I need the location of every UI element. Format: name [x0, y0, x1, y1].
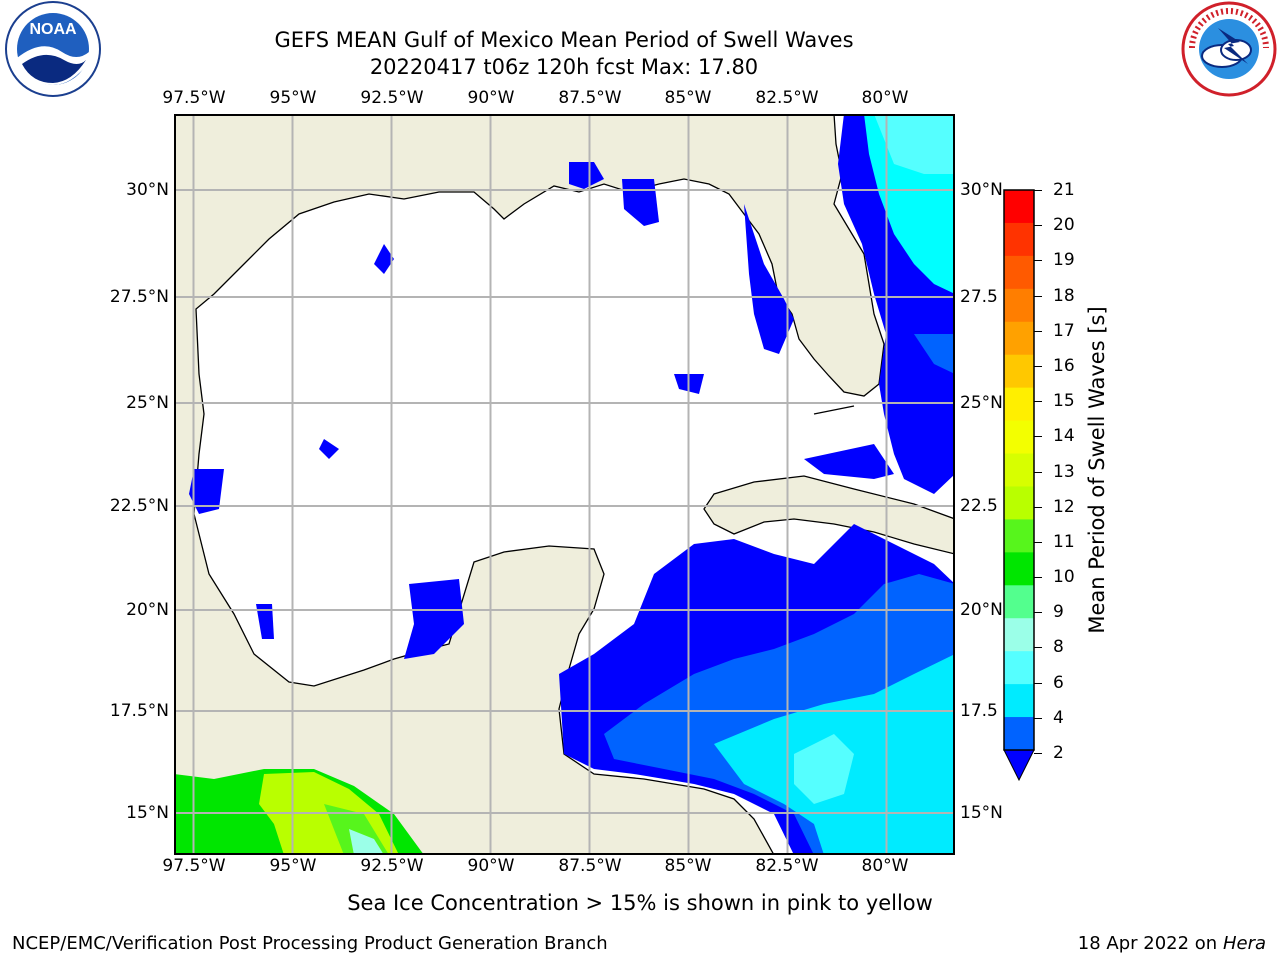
colorbar-segment: [1004, 552, 1034, 586]
colorbar-tick-label: 14: [1053, 426, 1075, 447]
colorbar-frame: [1003, 189, 1035, 751]
colorbar-tick-mark: [1034, 506, 1042, 508]
colorbar-tick-label: 19: [1053, 250, 1075, 271]
lat-label-left: 17.5°N: [109, 701, 169, 721]
colorbar-tick-mark: [1034, 647, 1042, 649]
lat-label-right: 20°N: [960, 600, 1003, 620]
sea-ice-caption: Sea Ice Concentration > 15% is shown in …: [347, 891, 933, 915]
lon-label-bottom: 97.5°W: [162, 856, 226, 876]
lon-label-top: 90°W: [467, 88, 515, 108]
lat-label-right: 30°N: [960, 180, 1003, 200]
colorbar-segment: [1004, 519, 1034, 553]
lat-label-left: 30°N: [126, 180, 169, 200]
lon-label-top: 80°W: [861, 88, 909, 108]
colorbar-segment: [1004, 585, 1034, 619]
lat-label-right: 27.5: [960, 287, 998, 307]
colorbar-segment: [1004, 420, 1034, 455]
colorbar-tick-mark: [1034, 190, 1042, 191]
colorbar-tick-mark: [1034, 682, 1042, 684]
colorbar-segment: [1004, 190, 1034, 224]
colorbar-tick-label: 12: [1053, 496, 1075, 517]
colorbar-tick-mark: [1034, 401, 1042, 403]
colorbar-tick-mark: [1034, 295, 1042, 297]
nws-logo: [1181, 1, 1277, 97]
colorbar-tick-mark: [1034, 225, 1042, 227]
lon-label-bottom: 90°W: [467, 856, 515, 876]
colorbar-label: Mean Period of Swell Waves [s]: [1085, 306, 1109, 634]
lon-label-bottom: 92.5°W: [360, 856, 424, 876]
colorbar-tick-label: 2: [1053, 743, 1064, 763]
colorbar-tick-label: 8: [1053, 637, 1064, 658]
lon-label-top: 82.5°W: [755, 88, 819, 108]
colorbar-tick-label: 16: [1053, 355, 1075, 376]
colorbar-segment: [1004, 684, 1034, 718]
colorbar-segment: [1004, 618, 1034, 652]
svg-text:NOAA: NOAA: [29, 21, 77, 38]
lat-label-left: 15°N: [126, 803, 169, 823]
colorbar-tick-label: 11: [1053, 531, 1075, 552]
colorbar-tick-label: 15: [1053, 391, 1075, 412]
colorbar-tick-mark: [1034, 436, 1042, 438]
lat-label-right: 17.5: [960, 701, 998, 721]
lon-label-top: 92.5°W: [360, 88, 424, 108]
colorbar-segment: [1004, 717, 1034, 751]
lat-label-left: 22.5°N: [109, 496, 169, 516]
map-subtitle: 20220417 t06z 120h fcst Max: 17.80: [369, 55, 759, 79]
colorbar-tick-mark: [1034, 612, 1042, 614]
swell-field: [174, 114, 955, 855]
footer-host: Hera: [1222, 933, 1266, 954]
colorbar-tick-mark: [1034, 577, 1042, 579]
map-panel: [174, 114, 955, 855]
colorbar-tick-label: 13: [1053, 461, 1075, 482]
colorbar-tick-mark: [1034, 260, 1042, 262]
colorbar-tick-label: 17: [1053, 320, 1075, 341]
footer-date: 18 Apr 2022 on Hera: [1078, 933, 1266, 954]
colorbar-tick-label: 4: [1053, 707, 1064, 728]
map-frame: [174, 114, 955, 855]
colorbar-segment: [1004, 387, 1034, 422]
lon-label-bottom: 87.5°W: [558, 856, 622, 876]
colorbar-segment: [1004, 486, 1034, 520]
colorbar-tick-label: 10: [1053, 567, 1075, 588]
colorbar-tick-label: 18: [1053, 285, 1075, 306]
lon-label-bottom: 80°W: [861, 856, 909, 876]
lon-label-top: 95°W: [269, 88, 317, 108]
lon-label-bottom: 82.5°W: [755, 856, 819, 876]
colorbar-segment: [1004, 321, 1034, 356]
colorbar-tick-label: 21: [1053, 180, 1075, 200]
lon-label-bottom: 85°W: [664, 856, 712, 876]
colorbar-tick-mark: [1034, 717, 1042, 719]
colorbar-segment: [1004, 354, 1034, 389]
lat-label-right: 25°N: [960, 393, 1003, 413]
graticule: [174, 114, 955, 855]
lat-label-right: 22.5: [960, 496, 998, 516]
lat-label-left: 20°N: [126, 600, 169, 620]
lon-label-top: 87.5°W: [558, 88, 622, 108]
colorbar-segment: [1004, 288, 1034, 323]
footer-date-text: 18 Apr 2022 on: [1077, 933, 1223, 954]
lat-label-left: 25°N: [126, 393, 169, 413]
colorbar-segment: [1004, 222, 1034, 257]
footer-credit: NCEP/EMC/Verification Post Processing Pr…: [12, 933, 608, 954]
colorbar-tick-mark: [1034, 330, 1042, 332]
colorbar-segment: [1004, 255, 1034, 290]
colorbar-segment: [1004, 651, 1034, 685]
colorbar-tick-label: 9: [1053, 602, 1064, 623]
colorbar-tick-mark: [1034, 471, 1042, 473]
colorbar-tick-mark: [1034, 365, 1042, 367]
noaa-logo: NOAA: [5, 1, 101, 97]
colorbar-tick-label: 20: [1053, 215, 1075, 236]
lon-label-bottom: 95°W: [269, 856, 317, 876]
lat-label-left: 27.5°N: [109, 287, 169, 307]
colorbar-segment: [1004, 453, 1034, 487]
lon-label-top: 85°W: [664, 88, 712, 108]
lat-label-right: 15°N: [960, 803, 1003, 823]
colorbar-tick-mark: [1034, 541, 1042, 543]
colorbar-extend-arrow: [1003, 749, 1035, 782]
colorbar-tick-label: 6: [1053, 672, 1064, 693]
colorbar: [1003, 189, 1035, 782]
colorbar-tick-mark: [1034, 753, 1042, 754]
lon-label-top: 97.5°W: [162, 88, 226, 108]
map-title: GEFS MEAN Gulf of Mexico Mean Period of …: [274, 28, 854, 52]
